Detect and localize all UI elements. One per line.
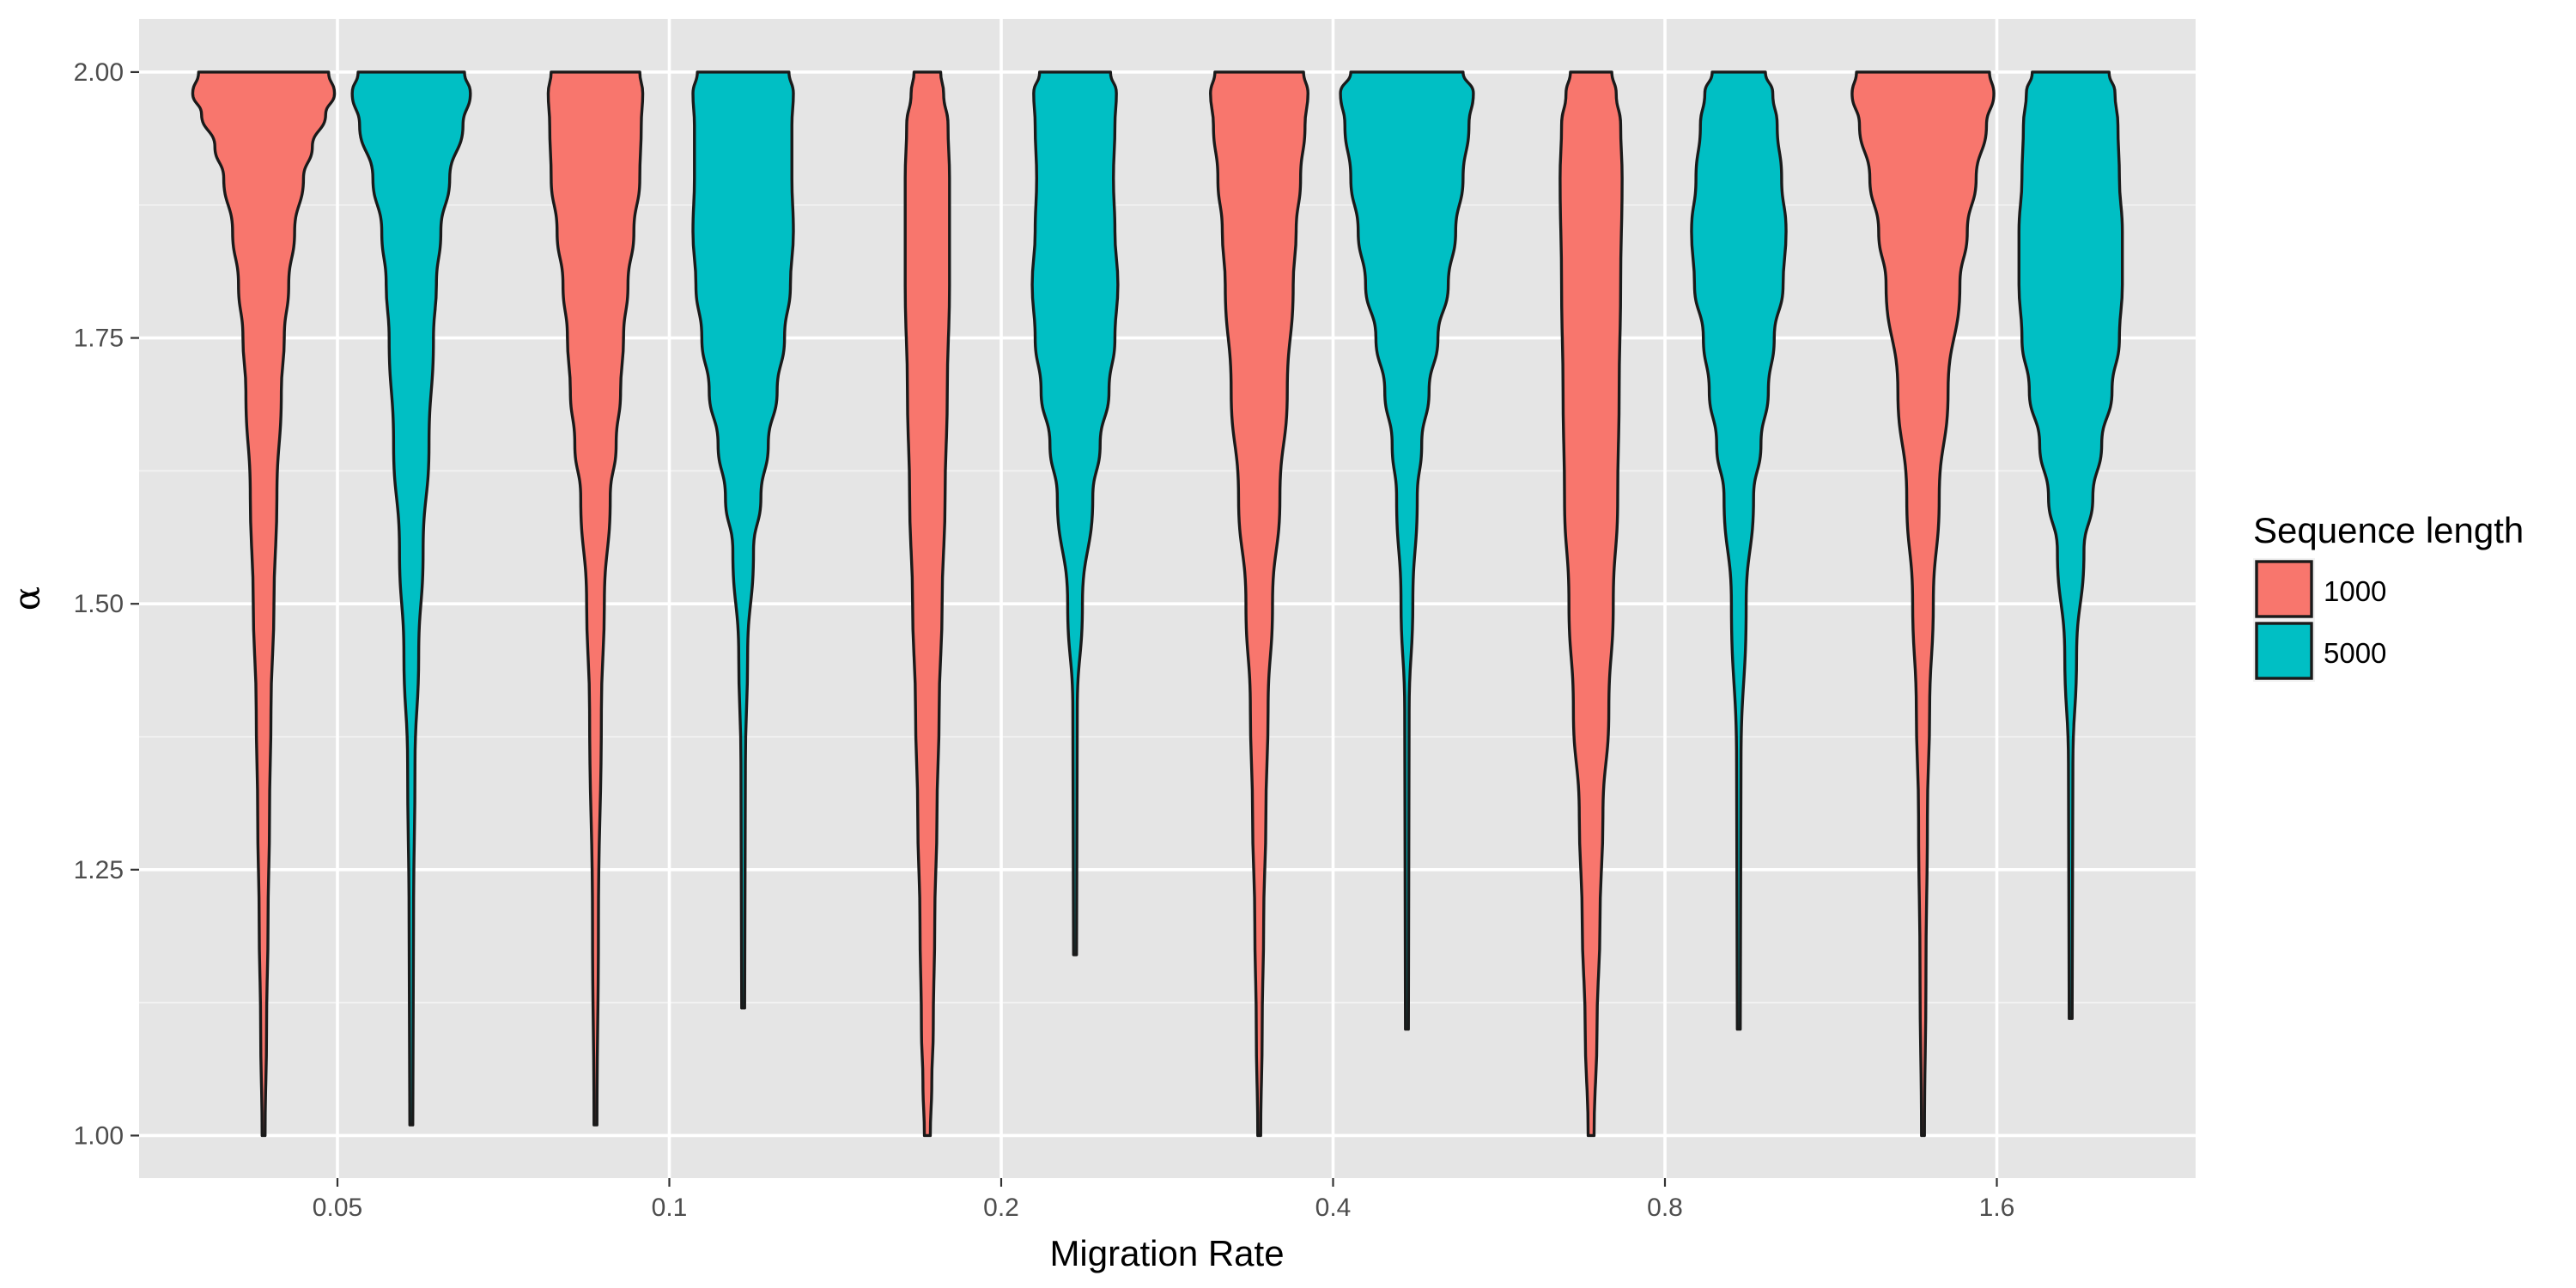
violin-5000-1.6 [2017,70,2124,1020]
major-gridlines [139,19,2196,1178]
violin-5000-0.1 [691,70,795,1010]
violin-1000-0.2 [903,70,951,1138]
violin-1000-0.4 [1209,70,1309,1138]
x-tick-label: 0.8 [1647,1194,1683,1222]
legend: Sequence length 1000 5000 [2253,510,2524,682]
plot-panel [139,19,2196,1178]
y-axis-title: α [6,586,48,611]
legend-label-1000: 1000 [2324,575,2386,607]
violin-5000-0.4 [1339,70,1475,1031]
x-tick-label: 1.6 [1979,1194,2015,1222]
y-tick-label: 1.75 [74,325,124,353]
y-tick-label: 1.50 [74,590,124,618]
minor-gridlines [139,204,2196,1004]
x-tick-label: 0.2 [983,1194,1019,1222]
x-tick-label: 0.05 [313,1194,362,1222]
y-tick-label: 1.25 [74,856,124,884]
violin-1000-0.1 [546,70,645,1127]
x-axis: 0.05 0.1 0.2 0.4 0.8 1.6 [313,1178,2015,1222]
legend-swatch-1000 [2255,560,2313,618]
legend-label-5000: 5000 [2324,637,2386,669]
violin-1000-0.05 [191,70,337,1138]
x-tick-label: 0.1 [652,1194,688,1222]
x-axis-title: Migration Rate [1049,1233,1284,1273]
y-tick-label: 1.00 [74,1121,124,1150]
legend-title: Sequence length [2253,510,2524,550]
violin-5000-0.8 [1690,70,1788,1031]
legend-swatch-5000 [2255,622,2313,680]
violin-1000-0.8 [1558,70,1624,1138]
violin-1000-1.6 [1850,70,1996,1138]
violin-5000-0.05 [350,70,472,1127]
violins [191,70,2124,1138]
y-axis: 1.00 1.25 1.50 1.75 2.00 [74,58,139,1150]
y-tick-label: 2.00 [74,58,124,87]
violin-5000-0.2 [1030,70,1120,957]
x-tick-label: 0.4 [1315,1194,1352,1222]
